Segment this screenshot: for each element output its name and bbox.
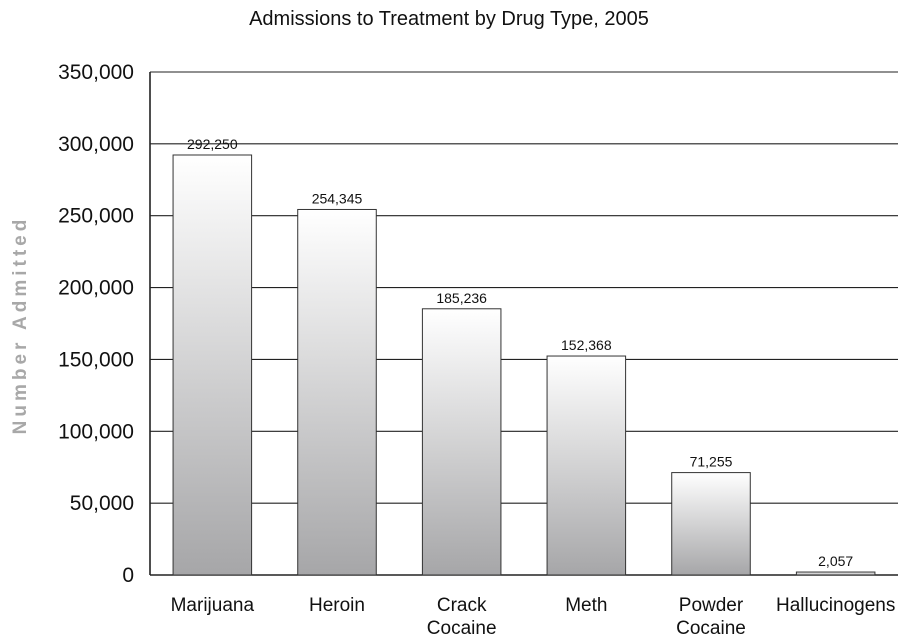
y-tick-label: 200,000 [58,277,134,300]
bar-value-label: 2,057 [818,553,853,569]
bar [421,308,502,576]
bar [172,154,253,576]
y-tick-label: 0 [122,564,134,587]
y-tick-label: 100,000 [58,420,134,443]
y-axis-label: Number Admitted [10,216,31,435]
x-category-label: Marijuana [171,595,255,616]
y-tick-label: 50,000 [70,492,134,515]
x-category-label: Hallucinogens [776,595,895,616]
x-category-label: Crack [437,595,487,616]
y-axis-ticks: 0 50,000 100,000 150,000 200,000 250,000 300,0… [58,61,134,587]
bar [546,355,627,576]
x-category-label: Heroin [309,595,365,616]
bar-value-label: 71,255 [690,454,733,470]
bar-value-label: 292,250 [187,136,238,152]
y-tick-label: 150,000 [58,348,134,371]
x-category-label: Powder [679,595,744,616]
bar-value-label: 254,345 [312,190,363,206]
bar [297,208,377,576]
grid-lines [149,71,898,576]
bar [795,571,876,576]
bars [172,154,876,576]
bar-value-label: 152,368 [561,337,612,353]
y-tick-label: 250,000 [58,205,134,228]
y-tick-label: 350,000 [58,61,134,84]
chart-title: Admissions to Treatment by Drug Type, 20… [249,8,649,30]
bar [671,472,751,576]
bar-value-label: 185,236 [436,290,487,306]
x-category-label: Meth [565,595,607,616]
x-category-label: Cocaine [427,618,497,639]
data-labels: 292,250 254,345 185,236 152,368 71,255 2,057 [187,136,853,569]
y-tick-label: 300,000 [58,133,134,156]
x-category-label: Cocaine [676,618,746,639]
